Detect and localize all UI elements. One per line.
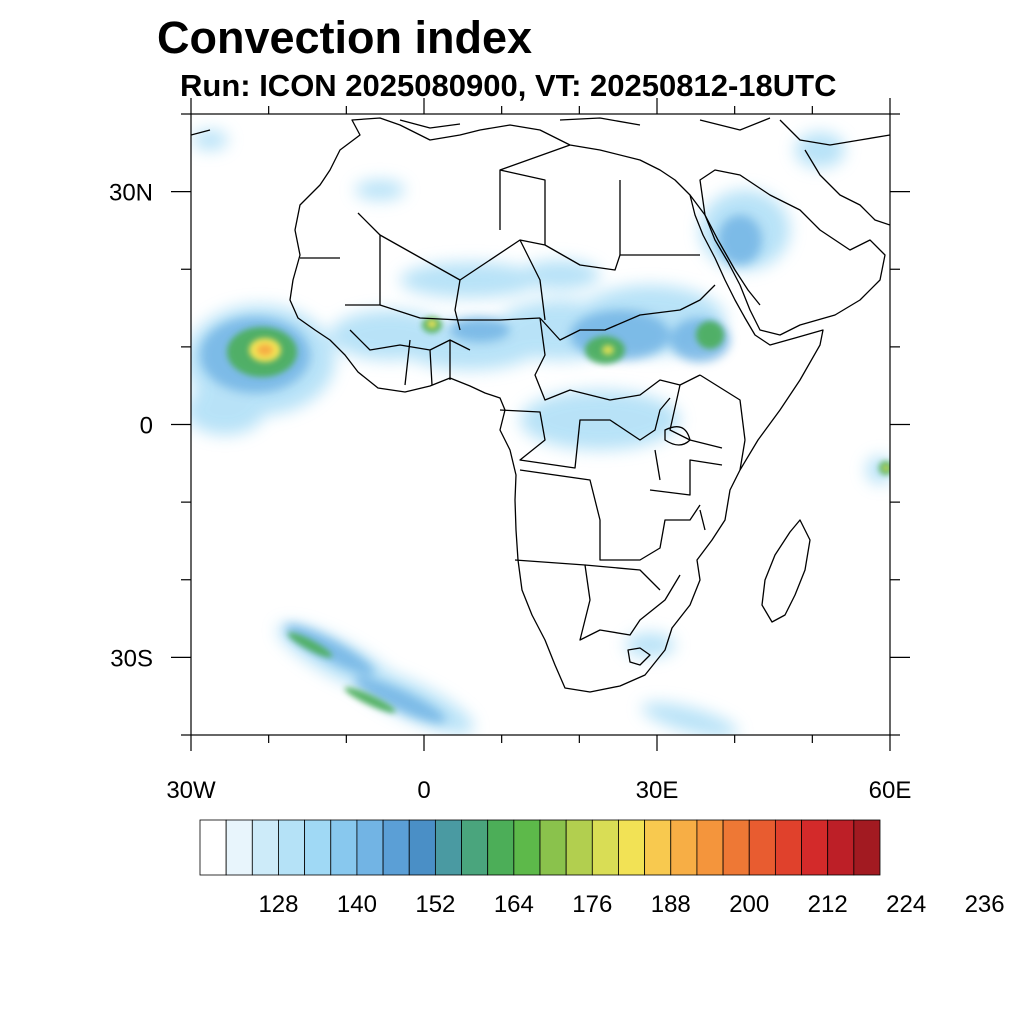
- x-axis: 30W 0 30E 60E: [166, 98, 911, 804]
- colorbar: [199, 819, 881, 876]
- colorbar-swatch: [801, 819, 829, 876]
- colorbar-swatch: [251, 819, 279, 876]
- colorbar-tick-label: 188: [651, 891, 691, 918]
- colorbar-swatch: [225, 819, 253, 876]
- y-axis: 30N 0 30S: [109, 113, 910, 736]
- colorbar-swatch: [618, 819, 646, 876]
- y-tick-label: 30N: [109, 180, 153, 207]
- colorbar-labels: 128 140 152 164 176 188 200 212 224 236: [258, 891, 1004, 918]
- colorbar-swatch: [487, 819, 515, 876]
- colorbar-swatch: [722, 819, 750, 876]
- colorbar-swatch: [434, 819, 462, 876]
- chart-title: Convection index: [157, 12, 533, 63]
- colorbar-tick-label: 176: [572, 891, 612, 918]
- colorbar-tick-label: 152: [415, 891, 455, 918]
- chart-subtitle: Run: ICON 2025080900, VT: 20250812-18UTC: [180, 68, 837, 103]
- colorbar-tick-label: 128: [258, 891, 298, 918]
- colorbar-swatch: [670, 819, 698, 876]
- colorbar-swatch: [827, 819, 855, 876]
- colorbar-swatch: [748, 819, 776, 876]
- x-tick-label: 0: [417, 777, 430, 804]
- colorbar-tick-label: 140: [337, 891, 377, 918]
- x-tick-label: 30W: [166, 777, 216, 804]
- colorbar-swatch: [696, 819, 724, 876]
- colorbar-swatch: [774, 819, 802, 876]
- colorbar-tick-label: 164: [494, 891, 534, 918]
- colorbar-tick-label: 236: [965, 891, 1005, 918]
- colorbar-swatch: [199, 819, 227, 876]
- colorbar-tick-label: 212: [808, 891, 848, 918]
- colorbar-swatch: [539, 819, 567, 876]
- x-tick-label: 30E: [636, 777, 679, 804]
- colorbar-swatch: [644, 819, 672, 876]
- colorbar-tick-label: 200: [729, 891, 769, 918]
- colorbar-swatch: [853, 819, 881, 876]
- colorbar-swatch: [278, 819, 306, 876]
- coastlines-borders: [191, 117, 890, 693]
- colorbar-swatch: [382, 819, 410, 876]
- colorbar-swatch: [565, 819, 593, 876]
- y-tick-label: 0: [140, 413, 153, 440]
- colorbar-swatch: [304, 819, 332, 876]
- y-tick-label: 30S: [110, 645, 153, 672]
- x-tick-label: 60E: [869, 777, 912, 804]
- colorbar-swatch: [408, 819, 436, 876]
- colorbar-swatch: [461, 819, 489, 876]
- colorbar-swatch: [356, 819, 384, 876]
- convection-field: [191, 130, 890, 735]
- colorbar-swatch: [591, 819, 619, 876]
- colorbar-tick-label: 224: [886, 891, 926, 918]
- colorbar-swatch: [330, 819, 358, 876]
- colorbar-swatch: [513, 819, 541, 876]
